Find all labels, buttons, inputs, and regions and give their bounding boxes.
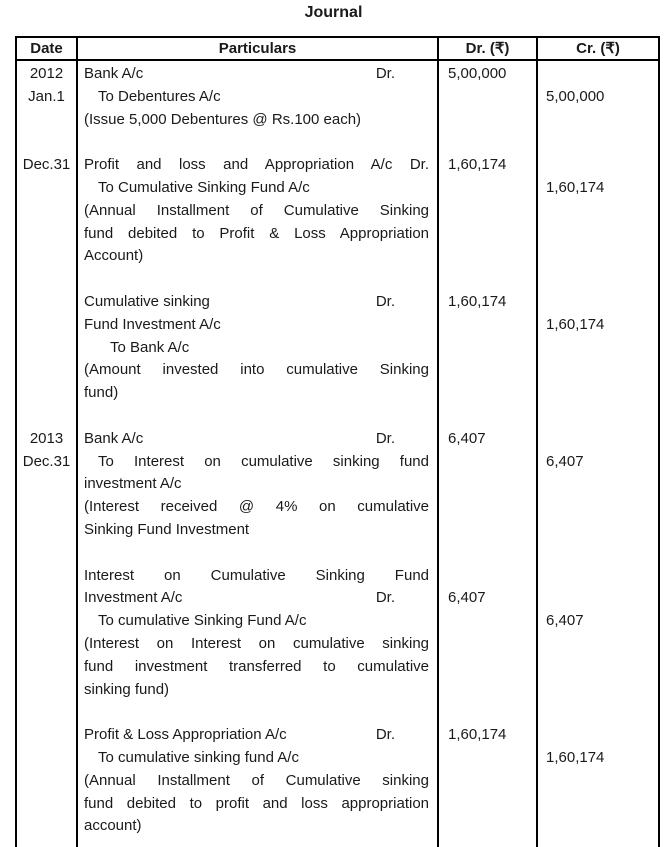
particulars-line: To Bank A/c [110,338,190,356]
entry-date: 2012 Jan.1 [17,63,76,109]
date-line: Dec.31 [22,452,71,470]
dr-label: Dr. [375,726,395,744]
particulars-line: (Issue 5,000 Debentures @ Rs.100 each) [84,110,362,128]
particulars-line: fund debited to profit and loss appropri… [84,794,429,812]
debit-amount: 1,60,174 [448,726,507,744]
credit-amount-cell: 6,407 [546,565,658,633]
particulars-line: fund investment transferred to cumulativ… [84,657,429,675]
dr-label: Dr. [375,65,395,82]
particulars-line: (Interest received @ 4% on cumulative [84,498,429,516]
debit-amount: 1,60,174 [448,292,507,310]
entry-particulars: Cumulative sinking Dr. Fund Investment A/c… [84,291,429,405]
particulars-line: Interest on Cumulative Sinking Fund [84,566,429,584]
debit-amount: 6,407 [448,429,486,447]
col-header-debit: Dr. (₹) [465,40,510,57]
credit-amount-cell: 1,60,174 [546,291,658,337]
table-header-row: Date Particulars Dr. (₹) Cr. (₹) [17,38,658,61]
particulars-line: Sinking Fund Investment [84,520,250,538]
particulars-line: fund debited to Profit & Loss Appropriat… [84,224,429,242]
particulars-line: Account) [84,247,144,265]
credit-amount: 6,407 [546,612,584,630]
particulars-line: To Cumulative Sinking Fund A/c [98,178,310,196]
page-title: Journal [304,4,363,21]
debit-amount-cell: 1,60,174 [448,154,536,177]
entry-particulars: Interest on Cumulative Sinking Fund Inves… [84,565,429,702]
credit-amount-cell: 6,407 [546,428,658,474]
date-line: Dec.31 [22,156,71,174]
entry-date: 2013 Dec.31 [17,428,76,474]
journal-entry-1: 2012 Jan.1 Bank A/c Dr. To Debentures A/c (Is… [17,63,658,131]
dr-label: Dr. [375,589,395,607]
col-header-date: Date [30,40,63,57]
particulars-line: To Interest on cumulative sinking fund [98,452,429,470]
col-header-particulars: Particulars [218,40,297,57]
journal-entry-3: Cumulative sinking Dr. Fund Investment A/c… [17,291,658,405]
credit-amount: 1,60,174 [546,748,605,766]
entry-particulars: Bank A/c Dr. To Interest on cumulative sin… [84,428,429,542]
particulars-line: Profit and loss and Appropriation A/c Dr… [84,156,429,174]
credit-amount: 6,407 [546,452,584,470]
particulars-line: (Interest on Interest on cumulative sink… [84,634,429,652]
date-line: Jan.1 [28,87,65,105]
credit-amount-cell: 1,60,174 [546,724,658,770]
entry-particulars: Profit & Loss Appropriation A/c Dr. To cum… [84,724,429,838]
debit-amount-cell: 6,407 [448,565,536,611]
particulars-line: Bank A/c Dr. [84,428,429,451]
particulars-line: sinking fund) [84,680,170,698]
debit-amount-cell: 5,00,000 [448,63,536,86]
debit-amount: 1,60,174 [448,156,507,174]
particulars-line: To Debentures A/c [98,87,221,105]
debit-amount: 6,407 [448,589,486,607]
debit-amount-cell: 1,60,174 [448,291,536,314]
particulars-line: Investment A/c Dr. [84,587,429,610]
debit-amount-cell: 1,60,174 [448,724,536,747]
particulars-line: Bank A/c Dr. [84,63,429,86]
date-line: 2013 [29,429,64,447]
col-header-credit: Cr. (₹) [576,40,620,57]
particulars-line: fund) [84,384,119,402]
credit-amount: 1,60,174 [546,315,605,333]
particulars-line: To cumulative sinking fund A/c [98,748,299,766]
journal-table: Date Particulars Dr. (₹) Cr. (₹) 2012 Jan… [15,36,660,847]
journal-entry-2: Dec.31 Profit and loss and Appropriation … [17,154,658,268]
table-body: 2012 Jan.1 Bank A/c Dr. To Debentures A/c (Is… [17,61,658,838]
credit-amount: 1,60,174 [546,178,605,196]
particulars-line: investment A/c [84,475,182,493]
entry-particulars: Profit and loss and Appropriation A/c Dr… [84,154,429,268]
journal-entry-4: 2013 Dec.31 Bank A/c Dr. To Interest on cumu… [17,428,658,542]
particulars-line: (Annual Installment of Cumulative Sinkin… [84,201,429,219]
particulars-line: To cumulative Sinking Fund A/c [98,612,307,630]
date-line: 2012 [29,65,64,82]
divider-date-particulars [76,38,78,847]
credit-amount: 5,00,000 [546,87,605,105]
journal-entry-5: Interest on Cumulative Sinking Fund Inves… [17,565,658,702]
credit-amount-cell: 5,00,000 [546,63,658,109]
particulars-line: Fund Investment A/c [84,315,221,333]
journal-entry-6: Profit & Loss Appropriation A/c Dr. To cum… [17,724,658,838]
divider-particulars-debit [437,38,439,847]
particulars-line: account) [84,817,142,835]
particulars-line: (Annual Installment of Cumulative sinkin… [84,771,429,789]
credit-amount-cell: 1,60,174 [546,154,658,200]
particulars-line: Cumulative sinking Dr. [84,291,429,314]
dr-label: Dr. [375,292,395,310]
particulars-line: Profit & Loss Appropriation A/c Dr. [84,724,429,747]
particulars-line: (Amount invested into cumulative Sinking [84,361,429,379]
debit-amount-cell: 6,407 [448,428,536,451]
divider-debit-credit [536,38,538,847]
dr-label: Dr. [375,429,395,447]
debit-amount: 5,00,000 [448,65,507,82]
entry-particulars: Bank A/c Dr. To Debentures A/c (Issue 5,000… [84,63,429,131]
entry-date: Dec.31 [17,154,76,177]
